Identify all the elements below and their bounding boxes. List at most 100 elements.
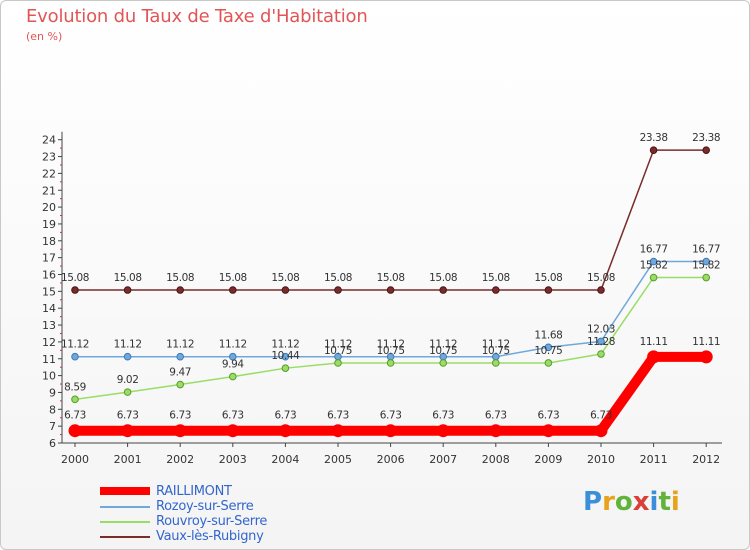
x-tick-label: 2005: [324, 453, 352, 466]
data-label: 6.73: [64, 410, 86, 422]
legend-label: Vaux-lès-Rubigny: [156, 529, 264, 544]
data-point: [544, 343, 553, 352]
data-point: [439, 286, 448, 294]
data-label: 16.77: [640, 244, 668, 256]
data-point: [173, 424, 187, 438]
legend-swatch-rouvroy: [100, 521, 150, 523]
data-label: 15.08: [482, 272, 510, 284]
data-point: [597, 337, 605, 346]
y-tick-label: 10: [42, 370, 56, 383]
data-label: 15.82: [640, 260, 668, 272]
data-point: [702, 257, 711, 266]
data-label: 10.75: [534, 345, 562, 357]
data-label: 11.68: [534, 329, 562, 341]
data-point: [334, 359, 342, 367]
axes: 6 7 8 9 10 11 12 13 14 15 16 17 18 19 20 21 22 23 24 2000 20…: [42, 131, 722, 466]
legend-label: RAILLIMONT: [156, 484, 232, 499]
x-tick-label: 2003: [219, 453, 247, 466]
y-tick-label: 8: [49, 403, 56, 416]
data-point: [544, 359, 553, 367]
data-point: [702, 273, 711, 282]
data-label: 23.38: [692, 132, 720, 144]
data-label: 11.12: [61, 339, 89, 351]
data-label: 6.73: [327, 410, 349, 422]
y-tick-label: 21: [42, 184, 56, 197]
x-tick-label: 2007: [429, 453, 457, 466]
y-tick-label: 16: [42, 269, 56, 282]
data-label: 11.12: [482, 339, 510, 351]
y-tick-label: 20: [42, 201, 56, 214]
y-tick-label: 13: [42, 319, 56, 332]
y-tick-label: 24: [42, 134, 56, 147]
data-label: 11.12: [271, 339, 299, 351]
data-label: 15.08: [219, 272, 247, 284]
chart-title: Evolution du Taux de Taxe d'Habitation: [26, 6, 368, 27]
data-point: [594, 424, 608, 438]
data-point: [492, 359, 500, 367]
x-tick-label: 2011: [640, 453, 668, 466]
data-label: 11.12: [324, 339, 352, 351]
data-label: 15.08: [271, 272, 299, 284]
data-point: [541, 424, 555, 438]
y-tick-label: 6: [49, 437, 56, 450]
data-label: 6.73: [485, 410, 507, 422]
data-label: 6.73: [590, 410, 612, 422]
data-label: 11.12: [429, 339, 457, 351]
x-tick-label: 2012: [692, 453, 720, 466]
legend-swatch-rozoy: [100, 506, 150, 508]
data-point: [229, 286, 237, 294]
x-tick-label: 2001: [114, 453, 142, 466]
series-points: [68, 146, 713, 438]
data-label: 11.12: [377, 339, 405, 351]
data-point: [699, 350, 713, 364]
data-label: 15.08: [61, 272, 89, 284]
data-point: [702, 146, 711, 154]
data-point: [384, 424, 398, 438]
data-label: 8.59: [64, 381, 86, 393]
data-label: 15.08: [114, 272, 142, 284]
data-label: 9.47: [169, 367, 191, 379]
y-tick-label: 15: [42, 285, 56, 298]
data-point: [229, 352, 237, 361]
legend-label: Rozoy-sur-Serre: [156, 499, 254, 514]
data-label: 15.08: [534, 272, 562, 284]
data-point: [229, 372, 237, 381]
data-point: [121, 424, 135, 438]
data-point: [68, 424, 82, 438]
legend-label: Rouvroy-sur-Serre: [156, 514, 268, 529]
data-label: 6.73: [380, 410, 402, 422]
data-label: 11.12: [114, 339, 142, 351]
data-label: 11.11: [692, 336, 720, 348]
legend-swatch-vaux: [100, 536, 150, 538]
data-point: [278, 424, 292, 438]
data-point: [492, 286, 500, 294]
data-point: [71, 352, 79, 361]
y-tick-label: 12: [42, 336, 56, 349]
legend-swatch-raillimont: [100, 487, 150, 495]
proxiti-logo: Proxiti: [583, 487, 680, 517]
data-label: 15.08: [587, 272, 615, 284]
data-point: [386, 359, 395, 367]
data-point: [331, 424, 345, 438]
data-point: [176, 286, 184, 294]
x-tick-label: 2008: [482, 453, 510, 466]
y-tick-label: 9: [49, 386, 56, 399]
x-tick-label: 2000: [61, 453, 89, 466]
data-labels: 15.08 15.08 15.08 15.08 15.08 15.08 15.08 15.08…: [61, 132, 721, 422]
data-point: [386, 286, 395, 294]
data-point: [489, 424, 503, 438]
data-label: 10.75: [324, 345, 352, 357]
data-point: [281, 286, 290, 294]
data-label: 10.75: [482, 345, 510, 357]
data-label: 11.11: [640, 336, 668, 348]
data-point: [649, 273, 658, 282]
data-label: 10.44: [271, 350, 300, 362]
data-point: [436, 424, 450, 438]
data-point: [597, 286, 605, 294]
data-point: [123, 388, 132, 396]
data-label: 9.02: [117, 374, 139, 386]
x-tick-label: 2002: [166, 453, 194, 466]
data-label: 16.77: [692, 244, 720, 256]
